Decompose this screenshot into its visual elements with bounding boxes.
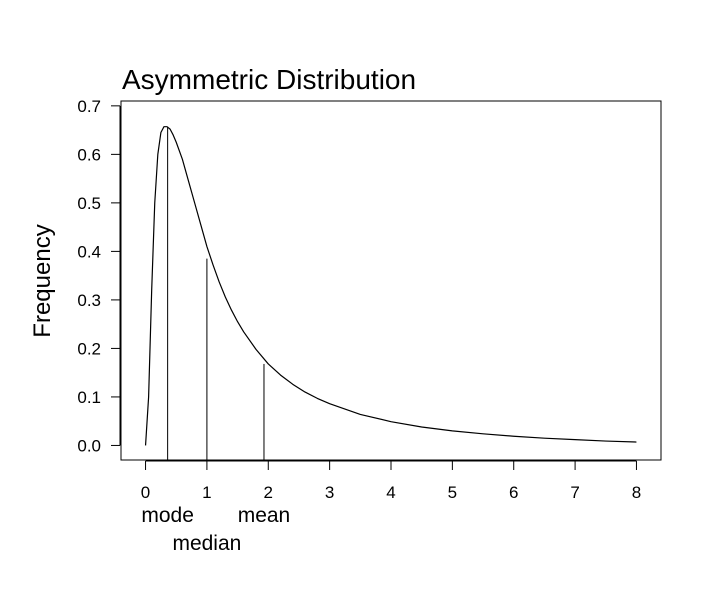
y-tick-label: 0.6 <box>77 145 101 164</box>
chart-title: Asymmetric Distribution <box>122 64 416 95</box>
y-tick-label: 0.1 <box>77 388 101 407</box>
mean-label: mean <box>238 504 291 527</box>
x-tick-label: 5 <box>448 483 457 502</box>
x-axis: 0 1 2 3 4 5 6 7 8 <box>141 460 641 502</box>
x-tick-label: 4 <box>386 483 395 502</box>
median-label: median <box>172 532 241 555</box>
x-tick-label: 1 <box>202 483 211 502</box>
y-axis-label: Frequency <box>29 224 56 337</box>
x-tick-label: 6 <box>509 483 518 502</box>
x-tick-label: 3 <box>325 483 334 502</box>
y-tick-label: 0.4 <box>77 242 101 261</box>
plot-frame <box>120 100 662 461</box>
y-tick-label: 0.0 <box>77 436 101 455</box>
distribution-curve <box>144 126 637 446</box>
series-layer <box>144 126 637 446</box>
x-tick-label: 2 <box>264 483 273 502</box>
y-tick-label: 0.3 <box>77 291 101 310</box>
x-tick-label: 8 <box>632 483 641 502</box>
y-tick-label: 0.5 <box>77 194 101 213</box>
mode-label: mode <box>141 504 194 527</box>
marker-layer: mode median mean <box>141 126 291 555</box>
x-tick-label: 7 <box>570 483 579 502</box>
y-tick-label: 0.7 <box>77 97 101 116</box>
y-axis: 0.0 0.1 0.2 0.3 0.4 0.5 0.6 0.7 <box>77 97 121 455</box>
y-tick-label: 0.2 <box>77 339 101 358</box>
x-tick-label: 0 <box>141 483 150 502</box>
